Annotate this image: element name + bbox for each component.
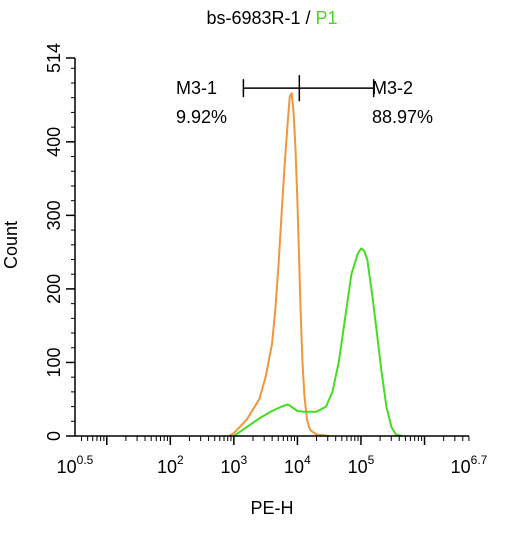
x-tick-label: 104 bbox=[284, 453, 311, 477]
gate-label-m3-1: M3-1 bbox=[176, 78, 217, 98]
chart-title: bs-6983R-1 / P1 bbox=[206, 8, 337, 28]
gate-percent-m3-1: 9.92% bbox=[176, 107, 227, 127]
plot-area bbox=[228, 92, 403, 437]
svg-text:bs-6983R-1 / P1: bs-6983R-1 / P1 bbox=[206, 8, 337, 28]
chart-title-main: bs-6983R-1 bbox=[206, 8, 300, 28]
y-tick-label: 200 bbox=[44, 274, 64, 304]
y-tick-label: 514 bbox=[44, 43, 64, 73]
y-axis-title: Count bbox=[1, 221, 21, 269]
axes: 0 100 200 300 400 514 100.5 102 103 104 105 106.7 bbox=[44, 43, 488, 477]
x-axis-title: PE-H bbox=[250, 498, 293, 518]
chart-title-gate: P1 bbox=[316, 8, 338, 28]
y-tick-label: 0 bbox=[44, 431, 64, 441]
x-tick-label: 106.7 bbox=[451, 453, 488, 477]
gate-markers: M3-1 9.92% M3-2 88.97% bbox=[176, 75, 433, 127]
x-tick-label: 100.5 bbox=[57, 453, 94, 477]
chart-title-separator: / bbox=[301, 8, 316, 28]
x-tick-label: 105 bbox=[348, 453, 375, 477]
y-tick-label: 400 bbox=[44, 127, 64, 157]
y-tick-label: 300 bbox=[44, 200, 64, 230]
y-tick-label: 100 bbox=[44, 347, 64, 377]
x-tick-label: 102 bbox=[157, 453, 184, 477]
series-line-2 bbox=[233, 247, 403, 437]
gate-label-m3-2: M3-2 bbox=[372, 78, 413, 98]
series-line-1 bbox=[228, 92, 330, 437]
x-tick-label: 103 bbox=[221, 453, 248, 477]
gate-percent-m3-2: 88.97% bbox=[372, 107, 433, 127]
